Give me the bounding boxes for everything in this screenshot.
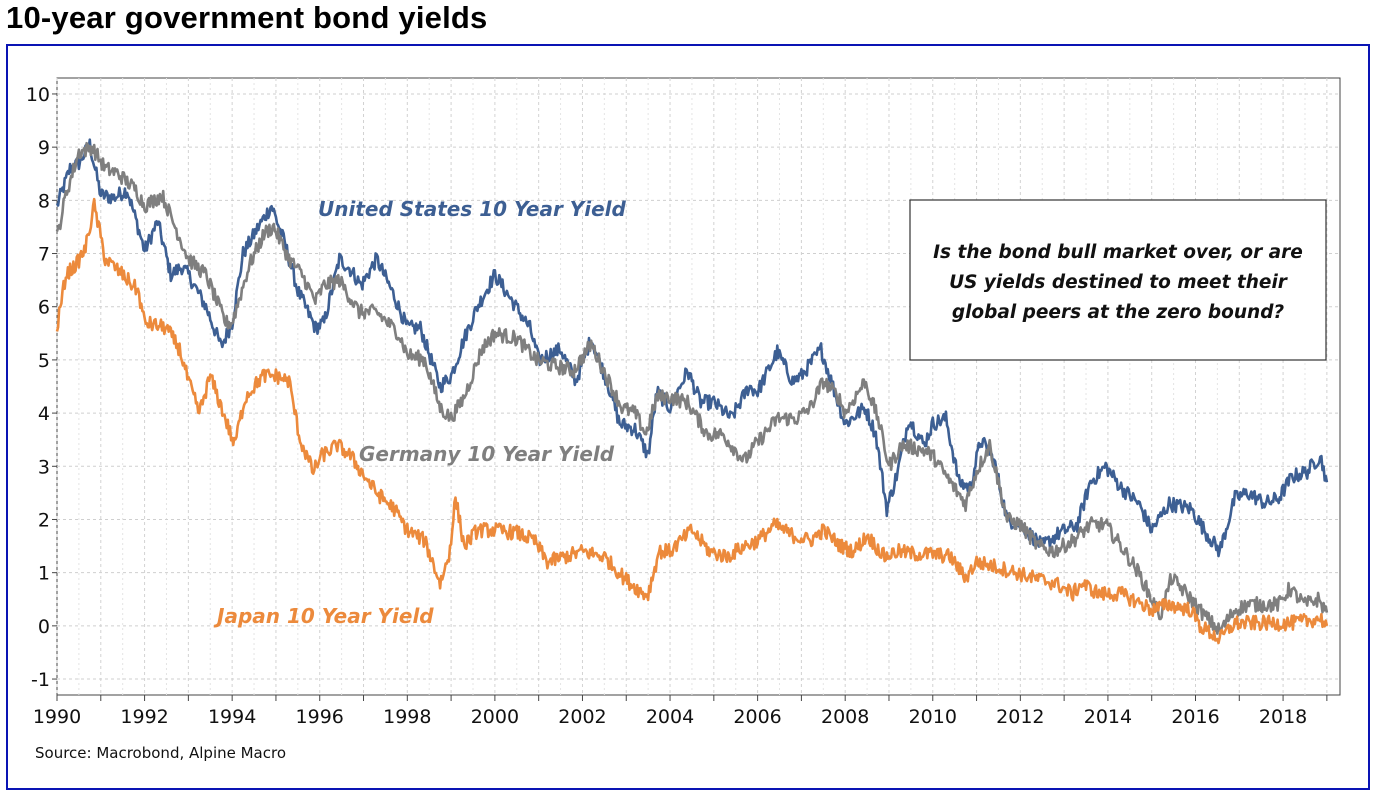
y-tick-label: 5 bbox=[38, 350, 50, 372]
y-tick-label: 8 bbox=[38, 190, 50, 212]
y-tick-label: 4 bbox=[38, 403, 50, 425]
x-tick-label: 1992 bbox=[120, 706, 168, 728]
source-note: Source: Macrobond, Alpine Macro bbox=[35, 744, 286, 762]
x-tick-label: 2006 bbox=[733, 706, 781, 728]
y-tick-label: 9 bbox=[38, 137, 50, 159]
series-label-us: United States 10 Year Yield bbox=[318, 197, 627, 221]
y-tick-label: -1 bbox=[31, 669, 50, 691]
x-tick-label: 1990 bbox=[33, 706, 81, 728]
y-tick-label: 2 bbox=[38, 509, 50, 531]
series-line-0 bbox=[55, 138, 1329, 558]
callout-border bbox=[909, 199, 1327, 361]
series-line-2 bbox=[55, 197, 1329, 645]
x-tick-label: 1998 bbox=[383, 706, 431, 728]
x-tick-label: 2000 bbox=[471, 706, 519, 728]
callout-box: Is the bond bull market over, or are US … bbox=[909, 199, 1327, 361]
y-tick-label: 1 bbox=[38, 563, 50, 585]
x-axis-ticks: 1990 1992 1994 1996 1998 2000 2002 2004 2006 2008… bbox=[33, 695, 1328, 728]
x-tick-label: 2014 bbox=[1084, 706, 1132, 728]
y-tick-label: 0 bbox=[38, 616, 50, 638]
y-tick-label: 6 bbox=[38, 297, 50, 319]
page-title: 10-year government bond yields bbox=[6, 0, 488, 35]
x-tick-label: 2008 bbox=[821, 706, 869, 728]
x-tick-label: 2004 bbox=[646, 706, 694, 728]
x-tick-label: 2002 bbox=[558, 706, 606, 728]
series-line-1 bbox=[55, 141, 1329, 635]
series-label-germany: Germany 10 Year Yield bbox=[359, 442, 615, 466]
x-tick-label: 1994 bbox=[208, 706, 256, 728]
x-tick-label: 2012 bbox=[996, 706, 1044, 728]
callout-line-2: US yields destined to meet their bbox=[949, 272, 1289, 293]
series-lines bbox=[55, 138, 1329, 645]
callout-line-1: Is the bond bull market over, or are bbox=[933, 242, 1303, 263]
series-label-japan: Japan 10 Year Yield bbox=[213, 604, 434, 628]
y-tick-label: 3 bbox=[38, 456, 50, 478]
x-tick-label: 2016 bbox=[1171, 706, 1219, 728]
y-tick-label: 7 bbox=[38, 244, 50, 266]
chart-frame bbox=[6, 44, 1370, 790]
callout-line-3: global peers at the zero bound? bbox=[952, 302, 1285, 323]
x-tick-label: 2010 bbox=[909, 706, 957, 728]
x-tick-label: 1996 bbox=[296, 706, 344, 728]
x-tick-label: 2018 bbox=[1259, 706, 1307, 728]
y-tick-label: 10 bbox=[26, 84, 50, 106]
